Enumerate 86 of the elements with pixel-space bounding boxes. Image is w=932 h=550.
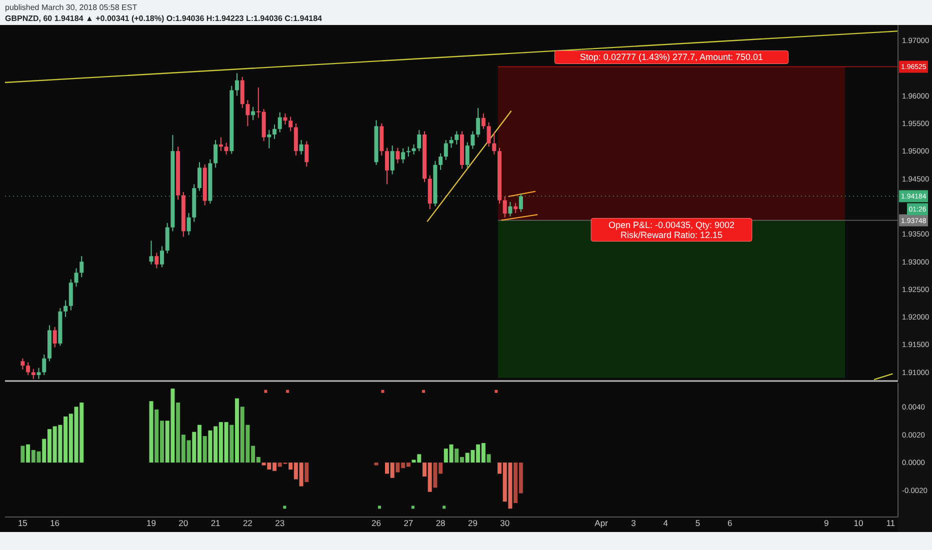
x-tick-label: 26: [372, 518, 382, 528]
bar: [234, 398, 239, 463]
candlestick: [288, 116, 293, 132]
x-tick-label: 16: [50, 518, 60, 528]
x-tick-label: 19: [146, 518, 156, 528]
candlestick: [384, 147, 389, 185]
candlestick: [470, 130, 475, 150]
candlestick: [267, 130, 272, 149]
candlestick: [283, 112, 288, 126]
candlestick: [299, 140, 304, 155]
candlestick: [165, 222, 170, 254]
x-tick-label: 20: [178, 518, 188, 528]
candlestick: [42, 354, 46, 376]
candlestick: [492, 132, 496, 155]
x-tick-label: 22: [242, 518, 253, 528]
candlestick: [304, 140, 309, 168]
candlestick: [390, 145, 394, 175]
x-tick-label: 30: [500, 518, 510, 528]
x-tick-label: 23: [275, 518, 285, 528]
bar: [230, 424, 234, 463]
bar: [20, 446, 25, 463]
x-tick-label: 3: [631, 518, 636, 528]
candlestick: [186, 212, 191, 236]
x-tick-label: 27: [404, 518, 414, 528]
candlestick: [64, 300, 68, 318]
x-tick-label: 21: [210, 518, 221, 528]
candlestick: [154, 252, 159, 269]
x-tick-label: 11: [886, 518, 896, 528]
candlestick: [68, 278, 73, 311]
candlestick: [234, 72, 239, 96]
x-tick-label: 29: [468, 518, 478, 528]
bar: [486, 454, 491, 463]
label-box: Stop: 0.02777 (1.43%) 277.7, Amount: 750.01: [554, 50, 789, 64]
candlestick: [36, 367, 41, 380]
band-label: Open P&L: -0.00435, Qty: 9002 Risk/Reward Ratio: 12.15: [608, 220, 735, 240]
candlestick: [412, 144, 416, 155]
candlestick: [449, 136, 454, 148]
bar: [304, 462, 309, 482]
candlestick: [80, 256, 84, 278]
label-box: Open P&L: -0.00435, Qty: 9002 Risk/Reward Ratio: 12.15: [590, 218, 752, 242]
candlestick: [438, 152, 443, 170]
candlestick: [396, 147, 400, 164]
candlestick: [224, 142, 228, 155]
candlestick: [294, 122, 298, 156]
candlestick: [149, 240, 154, 265]
candlestick: [214, 140, 218, 168]
candlestick: [160, 246, 164, 268]
x-tick-label: 10: [854, 518, 864, 528]
bar: [149, 401, 154, 463]
candlestick: [401, 148, 406, 164]
candlestick: [454, 130, 459, 145]
candlestick: [251, 106, 256, 121]
candlestick: [518, 193, 523, 212]
candlestick: [465, 142, 470, 168]
candlestick: [278, 112, 282, 133]
candlestick: [476, 107, 480, 138]
bar: [26, 444, 30, 463]
candlestick: [74, 268, 78, 288]
x-tick-label: 5: [695, 518, 700, 528]
band-label: Stop: 0.02777 (1.43%) 277.7, Amount: 750.01: [580, 52, 764, 62]
candlestick: [31, 368, 36, 380]
chart-title: published March 30, 2018 05:58 EST: [5, 3, 138, 12]
x-tick-label: 4: [663, 518, 668, 528]
candlestick: [417, 130, 422, 152]
candlestick: [20, 358, 25, 370]
candlestick: [26, 362, 30, 376]
candlestick: [246, 100, 250, 127]
candlestick: [240, 76, 244, 108]
candlestick: [197, 162, 202, 192]
bar: [374, 462, 378, 466]
candlestick: [444, 140, 448, 160]
x-tick-label: Apr: [594, 518, 608, 528]
candlestick: [272, 124, 276, 140]
candlestick: [486, 122, 491, 148]
candlestick: [508, 201, 512, 217]
candlestick: [502, 196, 507, 218]
candlestick: [218, 136, 223, 152]
bar: [202, 436, 207, 463]
x-tick-label: 9: [824, 518, 829, 528]
chart-subtitle: GBPNZD, 60 1.94184 ▲ +0.00341 (+0.18%) O:1.94036 H:1.94223 L:1.94036 C:1.94184: [5, 14, 323, 23]
x-tick-label: 15: [18, 518, 28, 528]
x-tick-label: 6: [728, 518, 733, 528]
x-tick-label: 28: [436, 518, 446, 528]
candlestick: [52, 326, 57, 348]
candlestick: [481, 112, 486, 130]
candlestick: [514, 202, 518, 214]
